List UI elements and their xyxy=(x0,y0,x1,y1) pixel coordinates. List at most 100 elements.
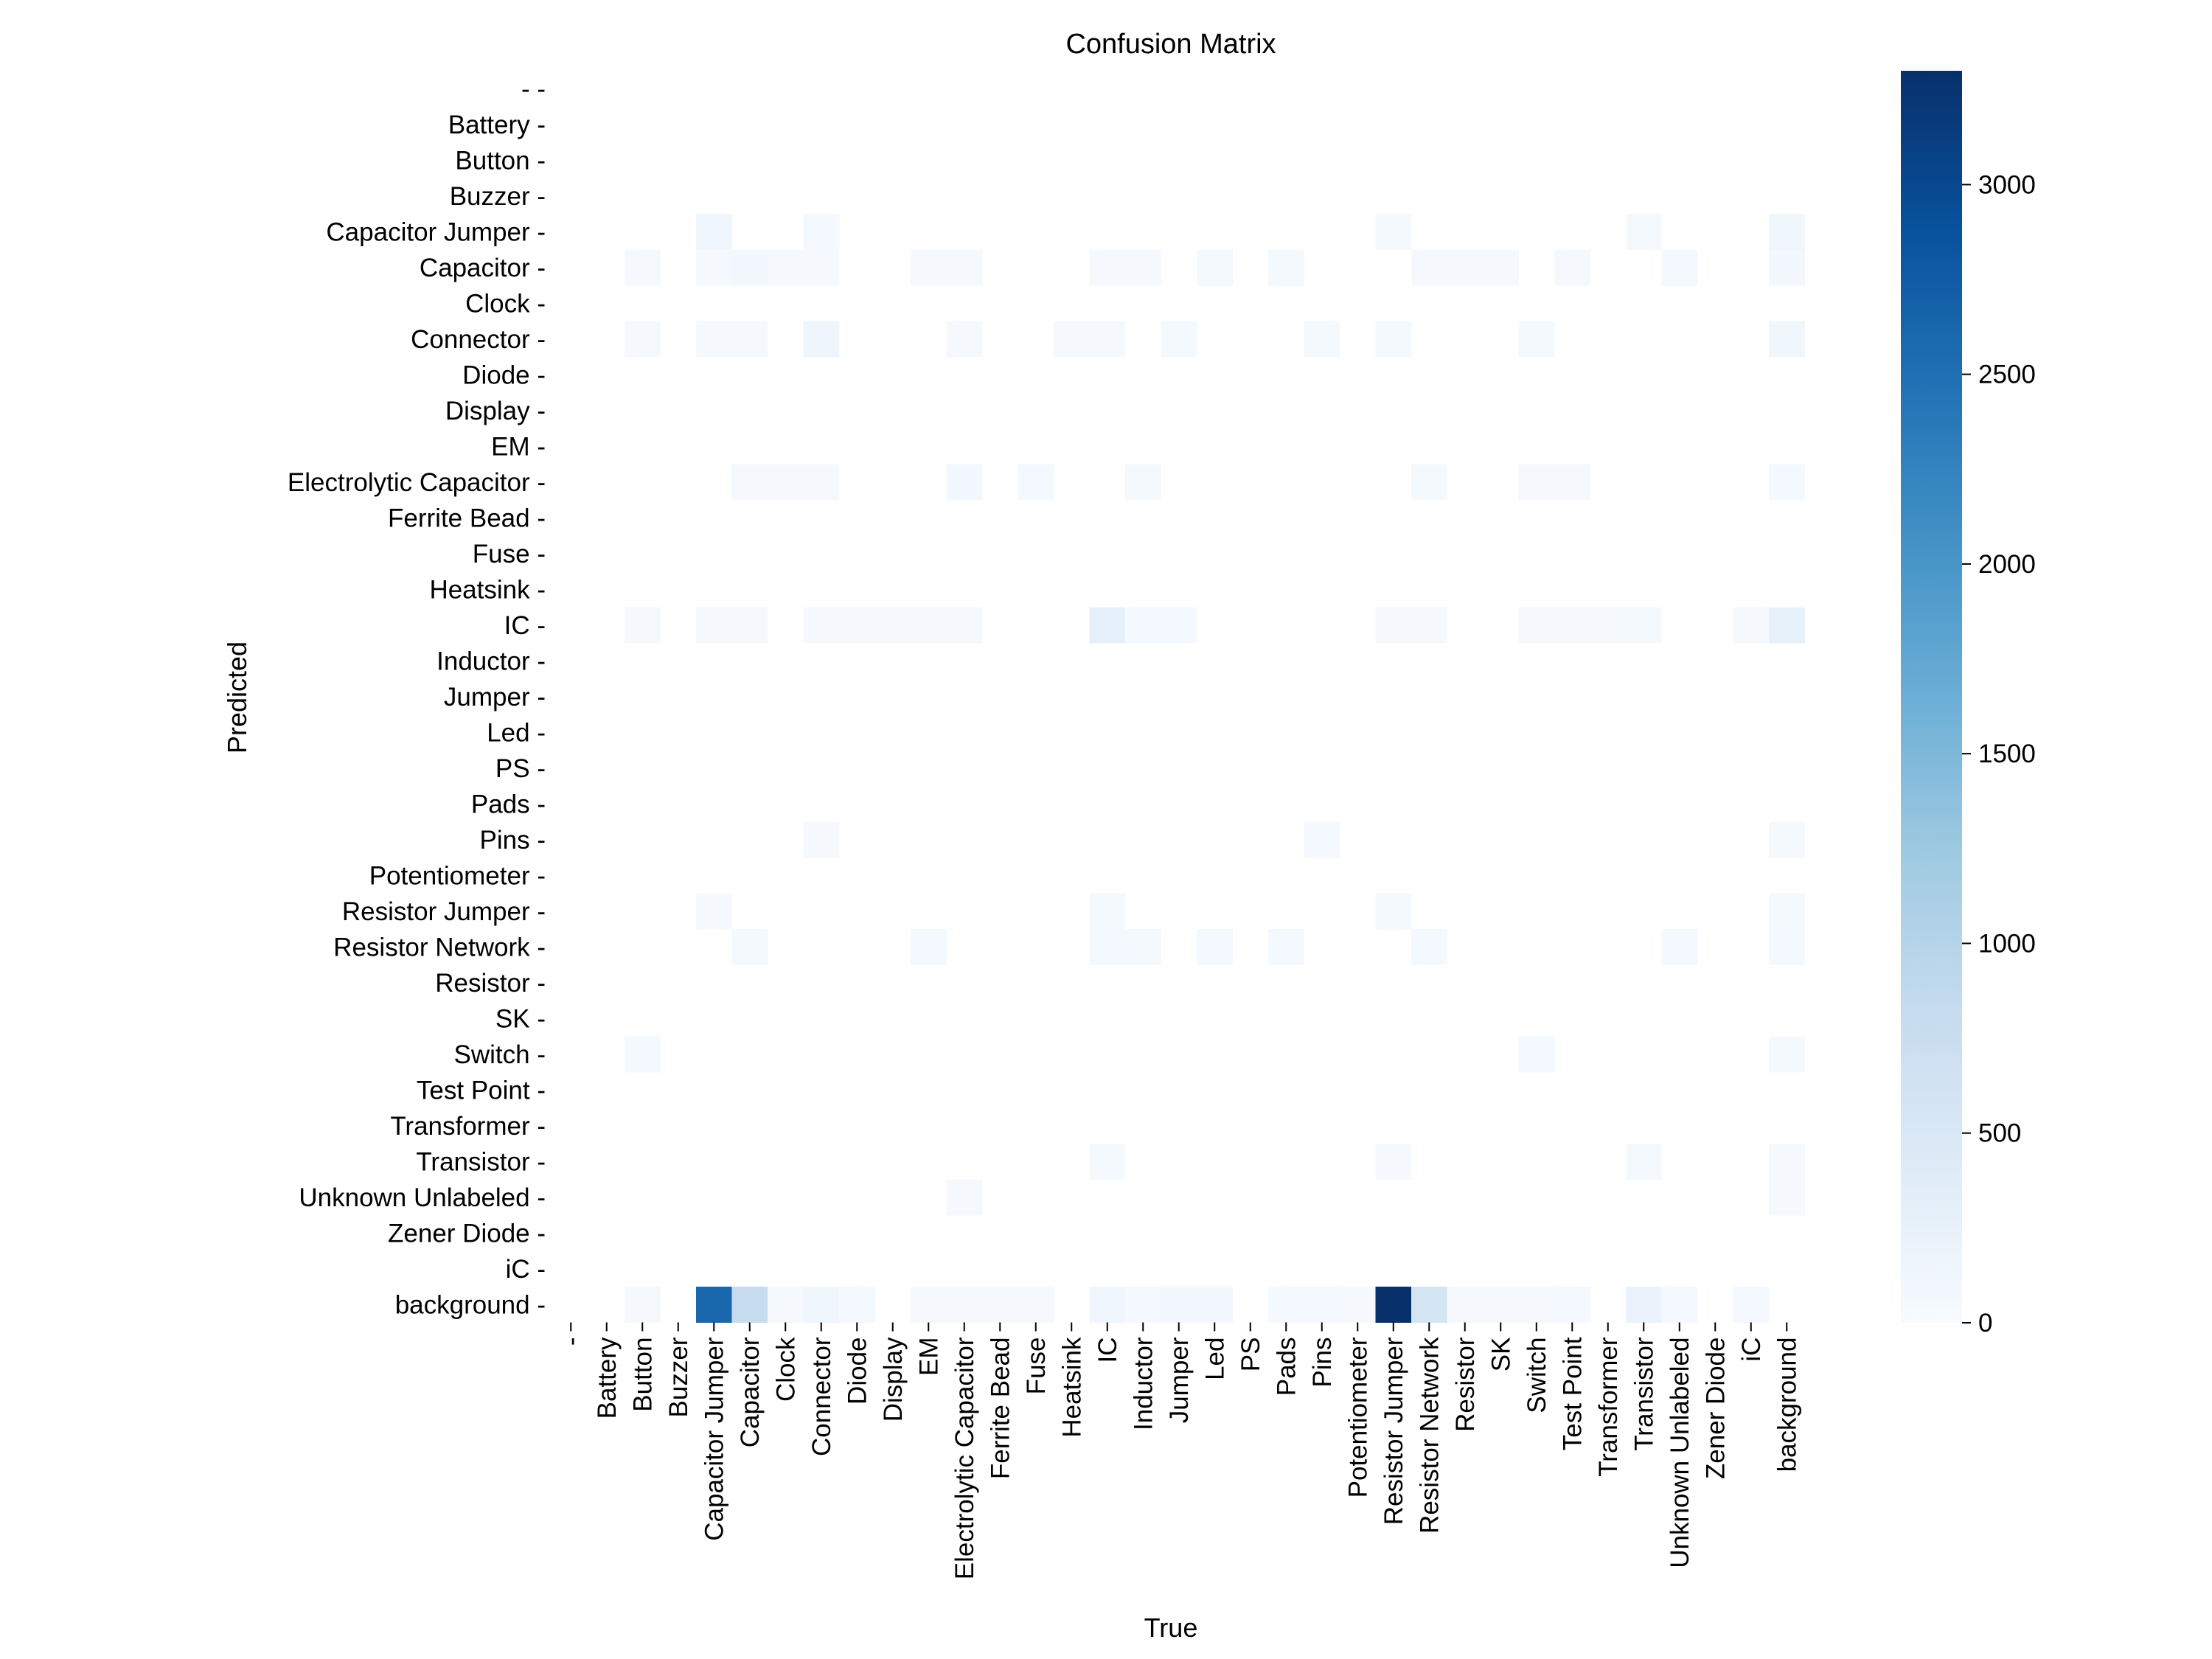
cell-background-switch xyxy=(1518,1287,1555,1323)
cell-connector-connector xyxy=(803,321,840,358)
cell-background-pins xyxy=(1304,1287,1340,1323)
cell-resistor-network-capacitor xyxy=(731,929,768,965)
cell-background-jumper xyxy=(1161,1287,1197,1323)
cell-electrolytic-capacitor-capacitor xyxy=(731,464,768,501)
y-tick-capacitor: Capacitor - xyxy=(420,254,546,282)
cell-capacitor-jumper-capacitor-jumper xyxy=(696,214,732,250)
cell-background-transistor xyxy=(1626,1287,1662,1323)
cell-connector-button xyxy=(625,321,661,358)
x-tick-transistor: Transistor xyxy=(1630,1337,1658,1451)
x-tick-transformer: Transformer xyxy=(1594,1337,1623,1477)
cell-ic-transformer xyxy=(1590,607,1627,644)
cell-connector-capacitor xyxy=(731,321,768,358)
cell-connector-ic xyxy=(1089,321,1126,358)
y-tick-led: Led - xyxy=(487,718,546,747)
y-tick-display: Display - xyxy=(445,397,546,425)
cell-electrolytic-capacitor-inductor xyxy=(1125,464,1161,501)
cell-background-fuse xyxy=(1018,1287,1054,1323)
y-tick-zener-diode: Zener Diode - xyxy=(388,1219,546,1248)
cell-transistor-resistor-jumper xyxy=(1375,1144,1412,1180)
x-tick-pins: Pins xyxy=(1308,1338,1337,1388)
y-tick-potentiometer: Potentiometer - xyxy=(369,861,546,890)
y-tick-ps: PS - xyxy=(495,754,546,783)
cell-ic-diode xyxy=(839,607,875,644)
y-tick-background: background - xyxy=(395,1290,546,1319)
x-tick-test-point: Test Point xyxy=(1558,1337,1587,1450)
cell-electrolytic-capacitor-resistor-network xyxy=(1411,464,1447,501)
cell-background-ferrite-bead xyxy=(982,1287,1018,1323)
y-tick-pads: Pads - xyxy=(471,790,546,818)
cell-capacitor-unknown-unlabeled xyxy=(1661,249,1698,286)
cell-background-ic xyxy=(1733,1287,1770,1323)
cell-background-em xyxy=(911,1287,947,1323)
cell-pins-background xyxy=(1769,821,1805,858)
x-tick-em: EM xyxy=(914,1338,943,1377)
x-tick-potentiometer: Potentiometer xyxy=(1343,1337,1372,1498)
cell-resistor-jumper-capacitor-jumper xyxy=(696,893,732,930)
x-tick-capacitor: Capacitor xyxy=(736,1337,765,1447)
y-tick-battery: Battery - xyxy=(448,111,546,139)
cell-resistor-network-ic xyxy=(1089,929,1126,965)
cell-resistor-network-led xyxy=(1197,929,1233,965)
cell-ic-transistor xyxy=(1626,607,1662,644)
cell-background-ic xyxy=(1089,1287,1126,1323)
x-tick-switch: Switch xyxy=(1523,1338,1551,1413)
cell-transistor-background xyxy=(1769,1144,1805,1180)
cell-capacitor-ic xyxy=(1089,249,1126,286)
x-tick-unknown-unlabeled: Unknown Unlabeled xyxy=(1666,1338,1694,1568)
cell-ic-ic xyxy=(1089,607,1126,644)
cell-ic-button xyxy=(625,607,661,644)
cell-ic-jumper xyxy=(1161,607,1197,644)
y-tick-labels: - - Battery - Button - Buzzer - Capacitor Ju… xyxy=(288,74,546,1319)
cell-ic-display xyxy=(874,607,911,644)
cell-background-resistor xyxy=(1447,1287,1484,1323)
cell-resistor-network-resistor-network xyxy=(1411,929,1447,965)
x-tick-fuse: Fuse xyxy=(1022,1338,1051,1395)
cell-capacitor-resistor xyxy=(1447,249,1484,286)
x-tick-led: Led xyxy=(1200,1338,1229,1380)
cell-electrolytic-capacitor-background xyxy=(1769,464,1805,501)
cell-resistor-network-background xyxy=(1769,929,1805,965)
cell-background-unknown-unlabeled xyxy=(1661,1287,1698,1323)
y-tick-em: EM - xyxy=(491,432,546,461)
cell-connector-pins xyxy=(1304,321,1340,358)
cell-ic-electrolytic-capacitor xyxy=(946,607,983,644)
cell-capacitor-pads xyxy=(1268,249,1304,286)
cell-ic-test-point xyxy=(1554,607,1590,644)
x-tick-jumper: Jumper xyxy=(1165,1337,1194,1423)
colorbar-tick-0: 0 xyxy=(1978,1309,1992,1338)
cell-connector-electrolytic-capacitor xyxy=(946,321,983,358)
colorbar-ticks: 0 500 1000 1500 2000 2500 3000 xyxy=(1962,170,2036,1338)
cell-capacitor-background xyxy=(1769,249,1805,286)
x-tick-zener-diode: Zener Diode xyxy=(1701,1338,1730,1480)
cell-ic-resistor-network xyxy=(1411,607,1447,644)
cell-resistor-network-em xyxy=(911,929,947,965)
y-tick-connector: Connector - xyxy=(411,325,546,354)
x-tick-electrolytic-capacitor: Electrolytic Capacitor xyxy=(950,1337,979,1579)
y-tick-buzzer: Buzzer - xyxy=(450,182,546,211)
cell-ic-background xyxy=(1769,607,1805,644)
cell-transistor-transistor xyxy=(1626,1144,1662,1180)
cell-connector-background xyxy=(1769,321,1805,358)
cell-background-connector xyxy=(803,1287,840,1323)
y-tick-resistor-jumper: Resistor Jumper - xyxy=(342,897,546,926)
y-tick-jumper: Jumper - xyxy=(444,683,546,712)
x-tick-resistor-jumper: Resistor Jumper xyxy=(1380,1337,1408,1525)
cell-capacitor-em xyxy=(911,249,947,286)
y-tick-transformer: Transformer - xyxy=(390,1112,546,1141)
cell-capacitor-jumper-transistor xyxy=(1626,214,1662,250)
cell-switch-switch xyxy=(1518,1036,1555,1073)
x-tick-inductor: Inductor xyxy=(1129,1337,1158,1430)
x-tick-connector: Connector xyxy=(807,1337,836,1456)
cell-background-diode xyxy=(839,1287,875,1323)
cell-background-button xyxy=(625,1287,661,1323)
cell-ic-ic xyxy=(1733,607,1770,644)
cell-background-sk xyxy=(1483,1287,1519,1323)
colorbar-tick-1000: 1000 xyxy=(1978,929,2036,958)
cell-background-clock xyxy=(768,1287,804,1323)
y-tick-inductor: Inductor - xyxy=(437,647,546,675)
cell-resistor-jumper-resistor-jumper xyxy=(1375,893,1412,930)
cell-capacitor-button xyxy=(625,249,661,286)
x-tick-buzzer: Buzzer xyxy=(664,1337,693,1417)
